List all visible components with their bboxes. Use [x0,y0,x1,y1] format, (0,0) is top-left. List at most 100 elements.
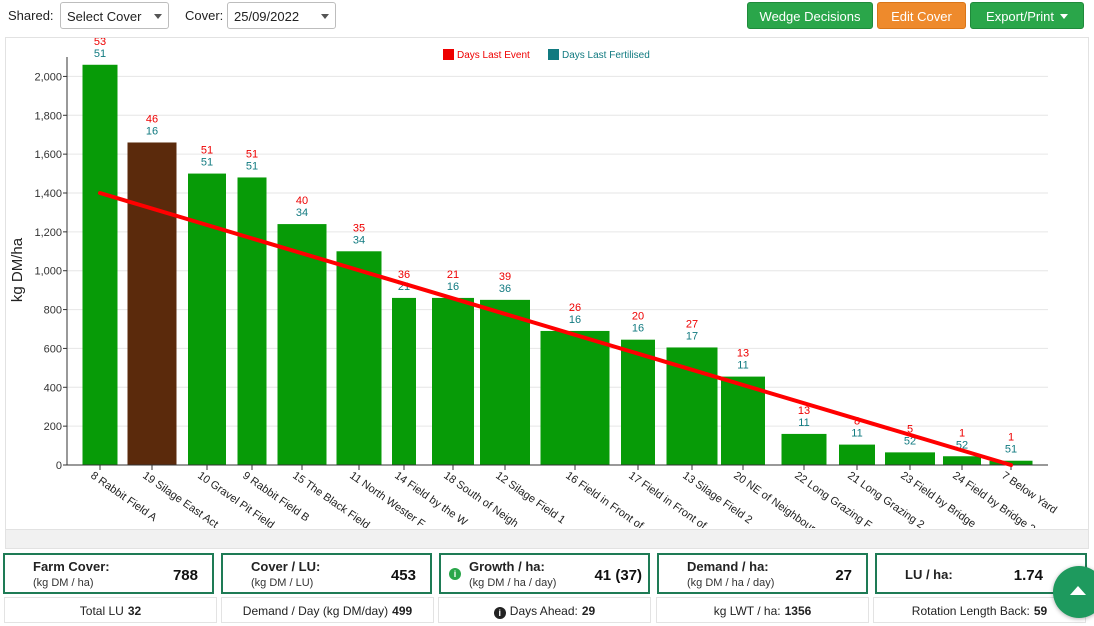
wedge-decisions-button[interactable]: Wedge Decisions [747,2,873,29]
cover-per-lu-title: Cover / LU: [251,559,321,574]
days-last-fertilised-label: 17 [686,330,698,342]
days-last-event-label: 21 [447,269,459,281]
edit-cover-label: Edit Cover [891,9,952,24]
days-ahead-value: 29 [581,604,596,618]
toolbar: Shared: Select Cover Cover: 25/09/2022 W… [0,0,1094,34]
days-last-fertilised-label: 34 [296,207,308,219]
y-tick-label: 2,000 [34,71,62,83]
y-tick-label: 0 [56,460,62,472]
growth-box: i Growth / ha: (kg DM / ha / day) 41 (37… [439,553,650,594]
days-last-fertilised-label: 36 [499,283,511,295]
cover-per-lu-box: Cover / LU: (kg DM / LU) 453 [221,553,432,594]
days-last-event-label: 53 [94,38,106,48]
demand-per-day-stat: Demand / Day (kg DM/day) 499 [221,597,434,623]
wedge-decisions-label: Wedge Decisions [759,9,861,24]
bar [943,456,981,465]
legend-swatch-fertilised [548,49,559,60]
legend-swatch-event [443,49,454,60]
days-last-event-label: 20 [632,311,644,323]
days-last-event-label: 26 [569,302,581,314]
bar [885,452,935,465]
kg-lwt-label: kg LWT / ha: [713,604,781,618]
cover-per-lu-unit: (kg DM / LU) [251,577,314,589]
legend-label-fertilised: Days Last Fertilised [562,50,650,61]
bar [540,330,610,465]
farm-cover-box: Farm Cover: (kg DM / ha) 788 [3,553,214,594]
days-last-fertilised-label: 51 [201,157,213,169]
edit-cover-button[interactable]: Edit Cover [877,2,966,29]
demand-title: Demand / ha: [687,559,769,574]
days-last-event-label: 35 [353,222,365,234]
days-last-fertilised-label: 52 [904,435,916,447]
days-last-event-label: 39 [499,271,511,283]
days-last-event-label: 1 [1008,432,1014,444]
cover-per-lu-value: 453 [390,567,416,584]
cover-date-select[interactable]: 25/09/2022 [227,2,336,29]
y-tick-label: 600 [44,343,62,355]
lu-per-ha-title: LU / ha: [905,567,953,582]
chart-scrollbar[interactable] [5,529,1089,549]
days-last-fertilised-label: 51 [1005,444,1017,456]
growth-unit: (kg DM / ha / day) [469,577,557,589]
target-wedge-line [98,191,1013,467]
bar [277,224,327,465]
cover-label: Cover: [185,8,224,23]
growth-value: 41 (37) [594,567,642,584]
y-tick-label: 1,400 [34,188,62,200]
y-tick-label: 1,000 [34,266,62,278]
bar [188,173,226,466]
y-tick-label: 1,600 [34,149,62,161]
cover-date-value: 25/09/2022 [234,9,300,24]
export-print-label: Export/Print [986,9,1054,24]
bar [336,251,382,465]
bar [839,444,875,465]
bar [621,339,655,465]
bar [666,347,718,465]
days-last-event-label: 51 [201,145,213,157]
total-lu-value: 32 [127,604,142,618]
demand-value: 27 [835,567,852,584]
info-icon[interactable]: i [493,607,506,619]
bar [82,64,118,466]
y-tick-label: 400 [44,382,62,394]
caret-down-icon [1059,14,1068,19]
days-last-event-label: 13 [737,348,749,360]
shared-select[interactable]: Select Cover [60,2,169,29]
days-last-event-label: 1 [959,427,965,439]
info-icon[interactable]: i [449,568,461,580]
y-tick-label: 1,200 [34,227,62,239]
days-last-event-label: 5 [907,423,913,435]
chevron-down-icon [154,14,162,19]
total-lu-stat: Total LU 32 [4,597,217,623]
days-last-event-label: 8 [854,416,860,428]
days-last-event-label: 40 [296,195,308,207]
farm-cover-unit: (kg DM / ha) [33,577,94,589]
days-last-fertilised-label: 11 [798,417,809,429]
days-last-fertilised-label: 11 [737,360,748,372]
days-last-fertilised-label: 16 [632,323,644,335]
growth-title: Growth / ha: [469,559,545,574]
y-tick-label: 800 [44,305,62,317]
scroll-top-button[interactable] [1053,566,1094,618]
bar [480,299,530,465]
days-ahead-stat: i Days Ahead: 29 [438,597,651,623]
arrow-up-icon [1070,586,1086,595]
days-last-event-label: 36 [398,269,410,281]
chevron-down-icon [321,14,329,19]
days-last-fertilised-label: 16 [447,281,459,293]
y-tick-label: 200 [44,421,62,433]
days-last-event-label: 27 [686,318,698,330]
days-last-fertilised-label: 51 [246,160,258,172]
farm-cover-value: 788 [172,567,198,584]
days-last-fertilised-label: 16 [569,314,581,326]
demand-unit: (kg DM / ha / day) [687,577,775,589]
kg-lwt-value: 1356 [784,604,812,618]
days-last-fertilised-label: 11 [851,428,862,440]
rotation-length-value: 59 [1033,604,1048,618]
y-axis-label: kg DM/ha [9,237,26,302]
days-last-event-label: 51 [246,148,258,160]
kg-lwt-stat: kg LWT / ha: 1356 [656,597,869,623]
export-print-button[interactable]: Export/Print [970,2,1084,29]
demand-per-day-label: Demand / Day (kg DM/day) [242,604,389,618]
legend-label-event: Days Last Event [457,50,530,61]
